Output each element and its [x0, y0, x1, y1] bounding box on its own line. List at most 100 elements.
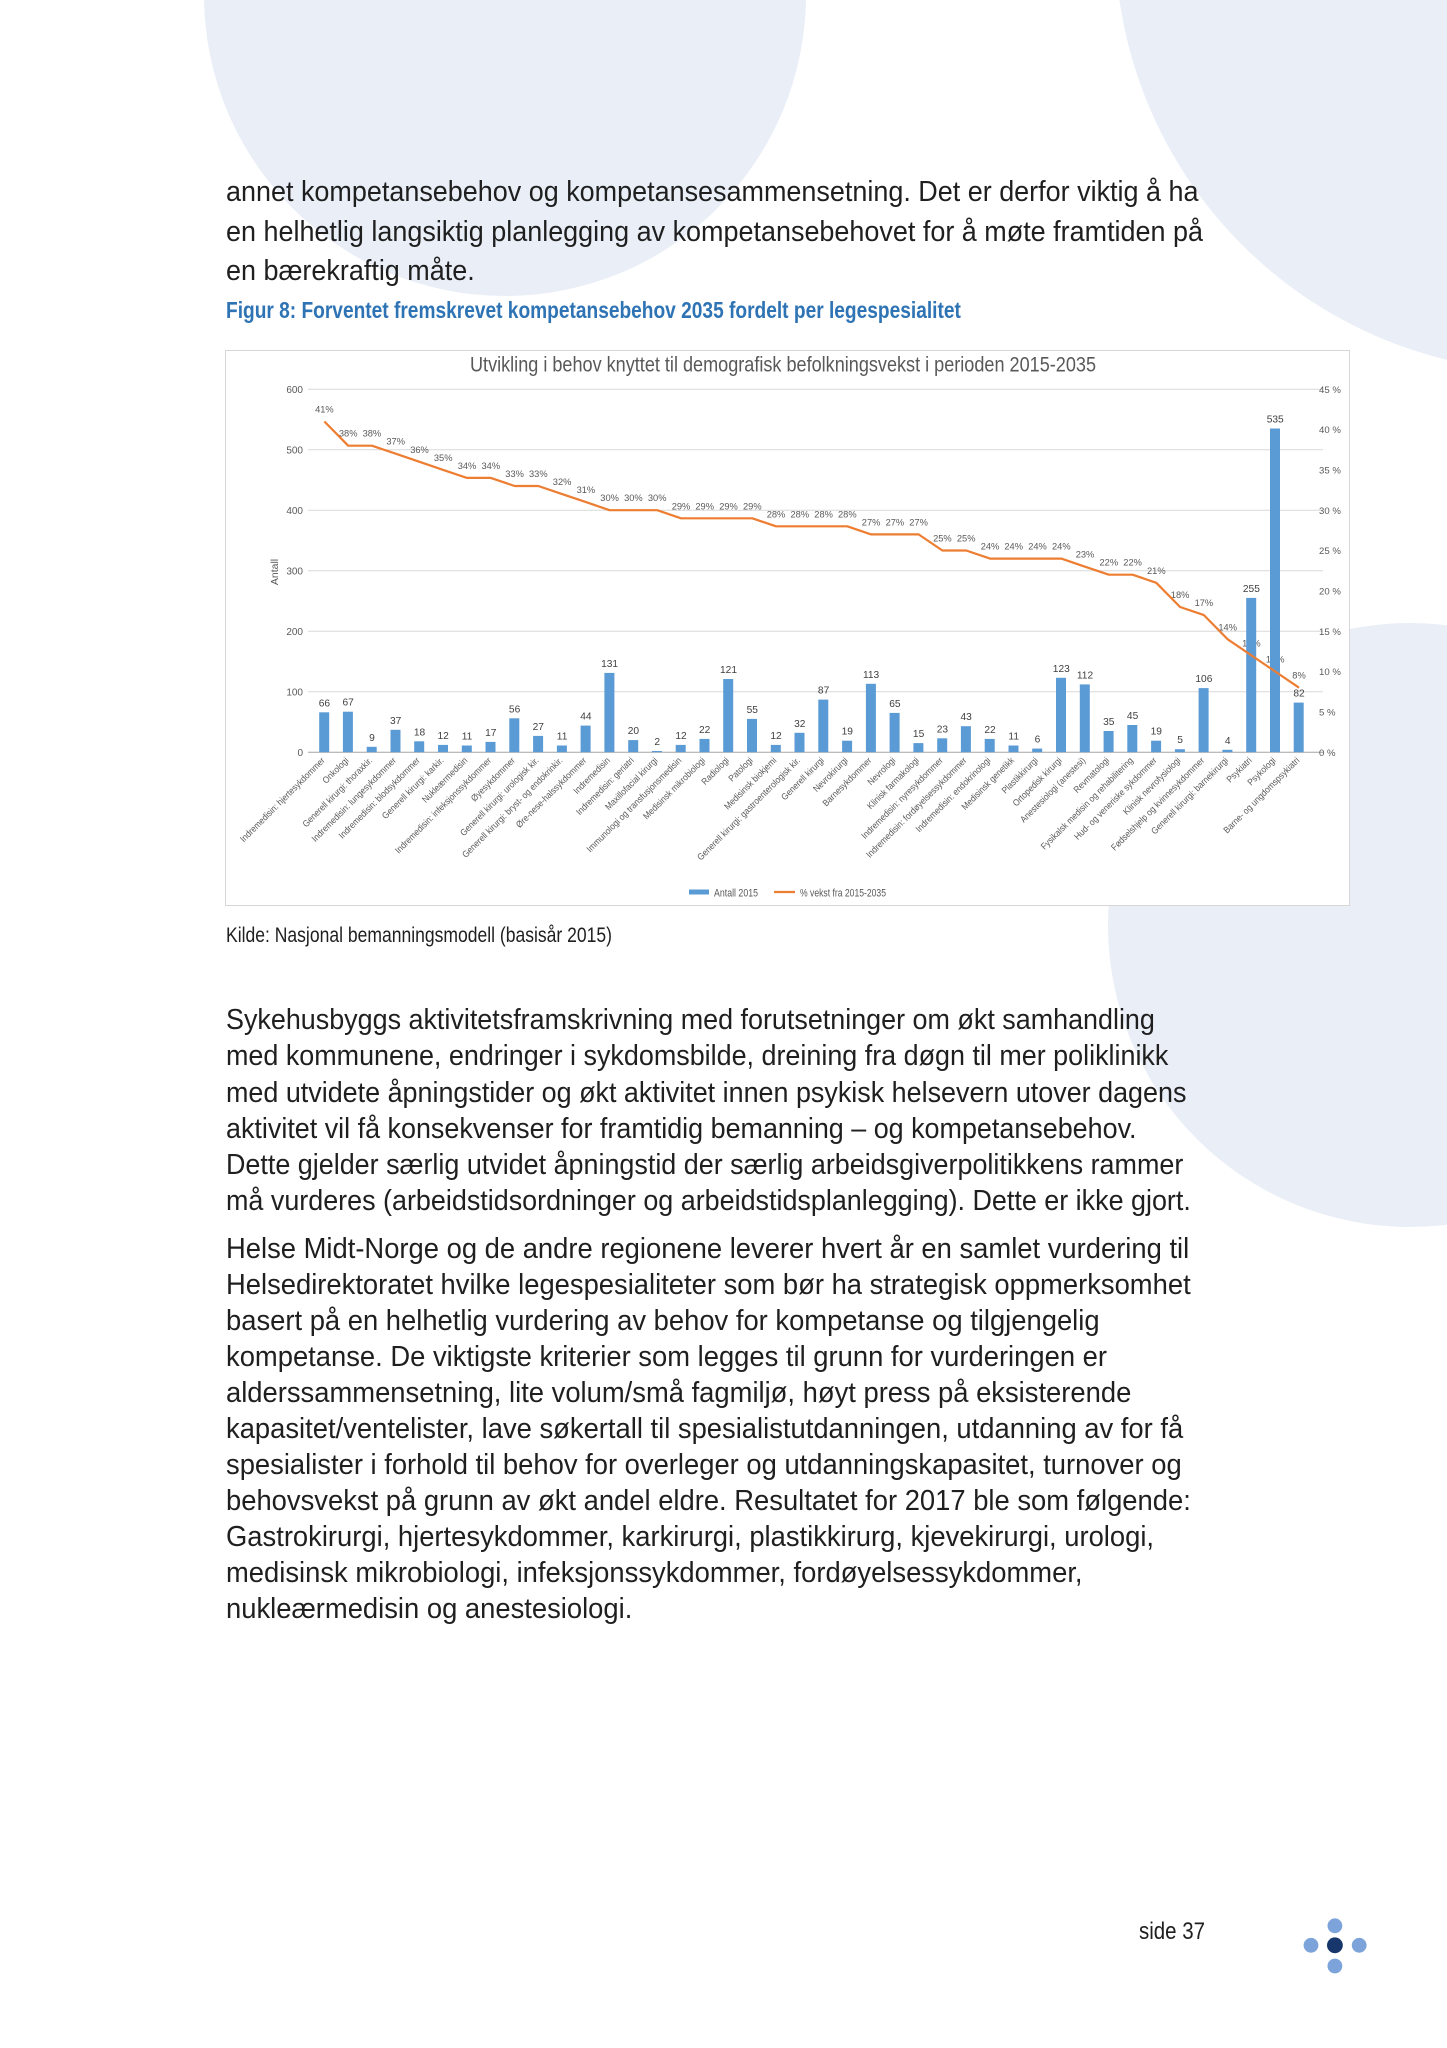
- svg-text:17%: 17%: [1195, 598, 1214, 608]
- svg-text:36%: 36%: [410, 445, 429, 455]
- svg-text:11: 11: [462, 732, 473, 743]
- svg-text:23: 23: [937, 724, 949, 735]
- svg-text:6: 6: [1035, 735, 1041, 746]
- svg-text:5 %: 5 %: [1319, 708, 1336, 719]
- svg-text:0: 0: [297, 748, 303, 759]
- svg-text:28%: 28%: [814, 509, 833, 519]
- svg-text:24%: 24%: [1004, 542, 1023, 552]
- svg-text:400: 400: [286, 506, 303, 517]
- svg-text:131: 131: [601, 659, 618, 670]
- svg-text:29%: 29%: [695, 501, 714, 511]
- svg-text:113: 113: [863, 670, 880, 681]
- svg-text:27%: 27%: [909, 517, 928, 527]
- svg-text:24%: 24%: [981, 542, 1000, 552]
- svg-text:11: 11: [557, 732, 568, 743]
- svg-text:255: 255: [1243, 584, 1260, 595]
- svg-text:35 %: 35 %: [1319, 466, 1341, 477]
- svg-text:87: 87: [818, 686, 830, 697]
- svg-text:200: 200: [286, 627, 303, 638]
- svg-text:28%: 28%: [838, 509, 857, 519]
- svg-text:22%: 22%: [1123, 558, 1142, 568]
- svg-text:65: 65: [889, 699, 901, 710]
- svg-text:2: 2: [654, 737, 660, 748]
- svg-text:12: 12: [675, 731, 687, 742]
- svg-text:18: 18: [414, 727, 426, 738]
- svg-text:300: 300: [286, 566, 303, 577]
- svg-text:29%: 29%: [672, 501, 691, 511]
- svg-text:37%: 37%: [386, 437, 405, 447]
- svg-text:600: 600: [286, 385, 303, 396]
- svg-text:38%: 38%: [339, 429, 358, 439]
- svg-text:11: 11: [1008, 732, 1019, 743]
- svg-text:20 %: 20 %: [1319, 587, 1341, 598]
- svg-text:35: 35: [1103, 717, 1115, 728]
- svg-text:38%: 38%: [363, 429, 382, 439]
- svg-text:43: 43: [961, 712, 973, 723]
- svg-text:27%: 27%: [886, 517, 905, 527]
- svg-text:15 %: 15 %: [1319, 627, 1341, 638]
- svg-text:19: 19: [1151, 727, 1163, 738]
- svg-text:106: 106: [1195, 674, 1212, 685]
- svg-text:34%: 34%: [458, 461, 477, 471]
- svg-text:27%: 27%: [862, 517, 881, 527]
- svg-text:5: 5: [1177, 735, 1183, 746]
- svg-text:29%: 29%: [719, 501, 738, 511]
- svg-text:44: 44: [580, 712, 592, 723]
- svg-text:30%: 30%: [624, 493, 643, 503]
- svg-text:45 %: 45 %: [1319, 385, 1341, 396]
- svg-text:12: 12: [770, 731, 782, 742]
- svg-text:14%: 14%: [1218, 622, 1237, 632]
- svg-text:10 %: 10 %: [1319, 667, 1341, 678]
- svg-text:121: 121: [720, 665, 737, 676]
- svg-text:28%: 28%: [767, 509, 786, 519]
- svg-text:55: 55: [747, 705, 759, 716]
- svg-text:Antall 2015: Antall 2015: [714, 888, 758, 900]
- svg-text:12: 12: [438, 731, 450, 742]
- svg-text:535: 535: [1267, 415, 1284, 426]
- svg-text:Antall: Antall: [269, 559, 281, 585]
- svg-text:24%: 24%: [1052, 542, 1071, 552]
- svg-text:31%: 31%: [577, 485, 596, 495]
- svg-text:56: 56: [509, 704, 521, 715]
- svg-text:33%: 33%: [529, 469, 548, 479]
- svg-text:34%: 34%: [481, 461, 500, 471]
- svg-text:32%: 32%: [553, 477, 572, 487]
- svg-text:35%: 35%: [434, 453, 453, 463]
- svg-text:18%: 18%: [1171, 590, 1190, 600]
- svg-text:% vekst fra 2015-2035: % vekst fra 2015-2035: [800, 888, 886, 900]
- svg-text:112: 112: [1077, 670, 1094, 681]
- svg-text:45: 45: [1127, 711, 1139, 722]
- svg-text:40 %: 40 %: [1319, 425, 1341, 436]
- svg-text:37: 37: [390, 716, 402, 727]
- svg-text:41%: 41%: [315, 405, 334, 415]
- svg-text:Utvikling i behov knyttet til: Utvikling i behov knyttet til demografis…: [470, 353, 1096, 377]
- svg-text:500: 500: [286, 445, 303, 456]
- svg-text:24%: 24%: [1028, 542, 1047, 552]
- svg-text:28%: 28%: [790, 509, 809, 519]
- svg-text:25%: 25%: [933, 534, 952, 544]
- svg-text:9: 9: [369, 733, 375, 744]
- svg-text:22: 22: [984, 725, 996, 736]
- svg-text:66: 66: [319, 698, 331, 709]
- svg-text:22%: 22%: [1099, 558, 1118, 568]
- svg-text:15: 15: [913, 729, 925, 740]
- svg-text:22: 22: [699, 725, 711, 736]
- svg-text:27: 27: [533, 722, 545, 733]
- svg-text:4: 4: [1225, 736, 1231, 747]
- svg-text:17: 17: [485, 728, 497, 739]
- svg-text:25%: 25%: [957, 534, 976, 544]
- svg-text:0 %: 0 %: [1319, 748, 1336, 759]
- svg-text:21%: 21%: [1147, 566, 1166, 576]
- svg-text:20: 20: [628, 726, 640, 737]
- svg-text:82: 82: [1293, 689, 1305, 700]
- svg-text:8%: 8%: [1292, 671, 1305, 681]
- svg-text:33%: 33%: [505, 469, 524, 479]
- svg-text:19: 19: [842, 727, 854, 738]
- svg-text:67: 67: [343, 698, 355, 709]
- svg-text:29%: 29%: [743, 501, 762, 511]
- svg-text:30%: 30%: [600, 493, 619, 503]
- svg-text:100: 100: [286, 687, 303, 698]
- svg-text:32: 32: [794, 719, 806, 730]
- svg-text:30 %: 30 %: [1319, 506, 1341, 517]
- svg-text:23%: 23%: [1076, 550, 1095, 560]
